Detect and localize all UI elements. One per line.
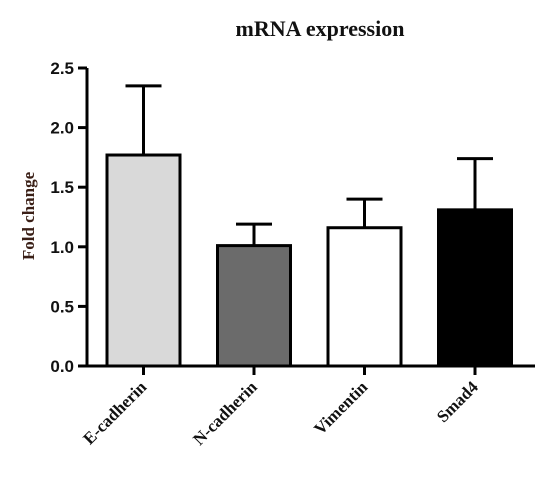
chart-title: mRNA expression <box>236 16 405 41</box>
y-tick-label: 0.5 <box>50 297 74 316</box>
y-axis-label: Fold change <box>19 171 38 260</box>
y-tick-label: 0.0 <box>50 357 74 376</box>
y-tick-label: 2.5 <box>50 59 74 78</box>
x-tick-label: Vimentin <box>310 377 371 438</box>
x-tick-label: N-cadherin <box>189 377 261 449</box>
y-tick-label: 2.0 <box>50 119 74 138</box>
bar-smad4 <box>437 208 513 368</box>
bar-vimentin <box>326 226 403 368</box>
y-tick-label: 1.5 <box>50 178 74 197</box>
y-tick-label: 1.0 <box>50 238 74 257</box>
x-tick-label: E-cadherin <box>79 377 150 448</box>
x-tick-label: Smad4 <box>433 377 482 426</box>
plot-area: 0.0 0.5 1.0 1.5 2.0 2.5 E-cadherin N-cadherin Vi… <box>50 59 535 449</box>
bar-n-cadherin <box>216 244 292 368</box>
bar-e-cadherin <box>105 153 182 368</box>
